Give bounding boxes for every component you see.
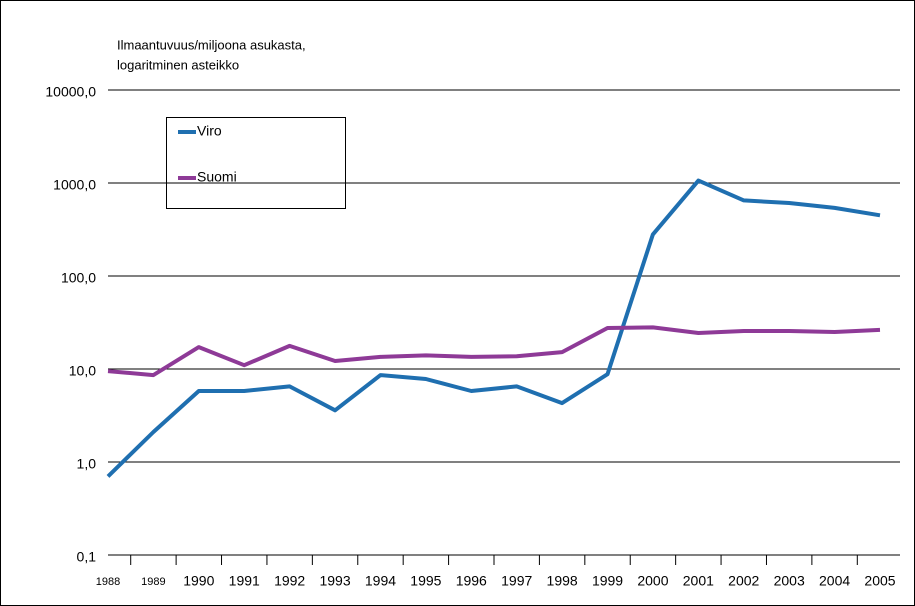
y-tick-label: 1,0	[77, 456, 97, 472]
x-tick-label: 1992	[274, 573, 305, 589]
x-tick-label: 2005	[864, 573, 895, 589]
x-tick-label: 2002	[728, 573, 759, 589]
x-tick-label: 2000	[637, 573, 668, 589]
x-tick-label: 1993	[319, 573, 350, 589]
x-tick-label: 1989	[141, 576, 165, 588]
x-tick-label: 1995	[410, 573, 441, 589]
legend-label: Viro	[197, 123, 222, 139]
x-tick-label: 2003	[774, 573, 805, 589]
y-tick-label: 100,0	[61, 270, 96, 286]
x-tick-label: 1991	[229, 573, 260, 589]
x-tick-label: 1997	[501, 573, 532, 589]
line	[106, 178, 881, 478]
y-tick-label: 0,1	[77, 549, 97, 565]
x-tick-label: 1999	[592, 573, 623, 589]
legend	[166, 117, 346, 209]
x-tick-label: 2001	[683, 573, 714, 589]
y-tick-label: 10000,0	[45, 84, 96, 100]
x-tick-label: 1994	[365, 573, 396, 589]
x-tick-label: 1988	[96, 576, 120, 588]
y-axis-label: Ilmaantuvuus/miljoona asukasta,	[117, 37, 306, 52]
x-tick-label: 1996	[456, 573, 487, 589]
y-axis-label: logaritminen asteikko	[117, 57, 239, 72]
legend-label: Suomi	[197, 169, 237, 185]
y-tick-label: 10,0	[69, 363, 96, 379]
x-tick-label: 1990	[183, 573, 214, 589]
x-tick-label: 1998	[547, 573, 578, 589]
x-tick-label: 2004	[819, 573, 850, 589]
y-tick-label: 1000,0	[53, 177, 96, 193]
line	[107, 325, 881, 378]
